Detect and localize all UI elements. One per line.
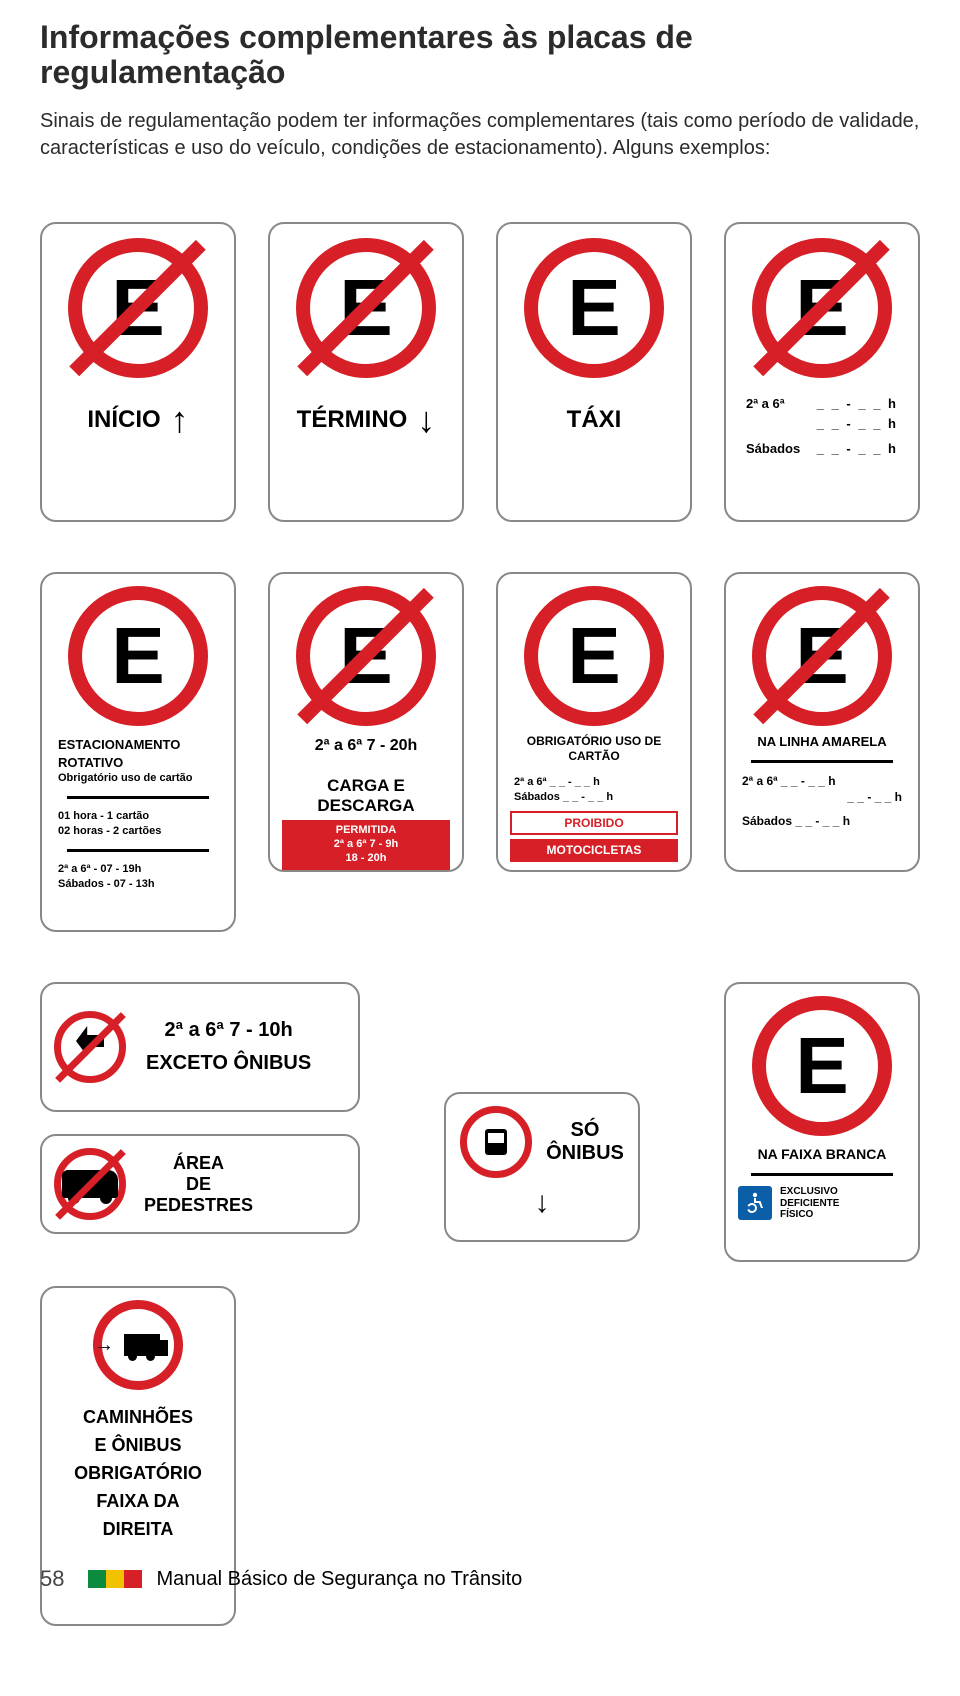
page-title: Informações complementares às placas de … [40,20,920,90]
parking-icon: E [524,238,664,378]
label-taxi: TÁXI [567,406,622,434]
wheelchair-icon [738,1186,772,1220]
cartao-title: OBRIGATÓRIO USO DE CARTÃO [510,734,678,763]
sign-linha-amarela: E NA LINHA AMARELA 2ª a 6ª _ _ - _ _ h _… [724,572,920,872]
sign-cartao: E OBRIGATÓRIO USO DE CARTÃO 2ª a 6ª _ _ … [496,572,692,872]
parking-icon: E [752,996,892,1136]
sign-carga: E 2ª a 6ª 7 - 20h CARGA E DESCARGA PERMI… [268,572,464,872]
branca-exclusivo: EXCLUSIVO DEFICIENTE FÍSICO [780,1186,839,1221]
area-label: ÁREA DE PEDESTRES [144,1153,253,1215]
arrow-down-icon: ↓ [417,413,435,427]
row-2: E ESTACIONAMENTO ROTATIVO Obrigatório us… [40,572,920,932]
divider [751,1173,894,1176]
divider [67,849,210,852]
bus-only-icon [460,1106,532,1178]
truck-label: CAMINHÕES E ÔNIBUS OBRIGATÓRIO FAIXA DA … [74,1404,202,1543]
flag-icon [88,1570,142,1588]
sign-taxi: E TÁXI [496,222,692,522]
no-parking-icon: E [68,238,208,378]
carga-permitida: PERMITIDA 2ª a 6ª 7 - 9h 18 - 20h [282,820,450,869]
no-left-turn-icon [54,1011,126,1083]
intro-text: Sinais de regulamentação podem ter infor… [40,108,920,162]
sign-inicio: E INÍCIO ↑ [40,222,236,522]
no-parking-icon: E [752,238,892,378]
row-1: E INÍCIO ↑ E TÉRMINO ↓ E TÁXI E 2ª a 6ª _ _… [40,222,920,522]
label-termino: TÉRMINO [297,406,408,434]
carga-title: CARGA E DESCARGA [282,776,450,817]
linha-title: NA LINHA AMARELA [757,734,886,750]
rotativo-sub: Obrigatório uso de cartão [58,771,218,786]
hours-weekday: 2ª a 6ª [746,394,785,414]
footer-text: Manual Básico de Segurança no Trânsito [156,1568,522,1591]
label-inicio: INÍCIO [87,406,160,434]
hours-saturday: Sábados [746,439,800,459]
so-onibus-label: SÓ ÔNIBUS [546,1119,624,1165]
cartao-h1: 2ª a 6ª _ _ - _ _ h [514,775,674,790]
cartao-proibido: PROIBIDO [510,811,678,835]
no-cars-icon [54,1148,126,1220]
no-parking-icon: E [752,586,892,726]
branca-title: NA FAIXA BRANCA [758,1146,887,1163]
truck-right-icon: → [93,1300,183,1390]
cartao-h2: Sábados _ _ - _ _ h [514,790,674,805]
hours-sat-blank: _ _ - _ _ h [817,439,898,459]
linha-h3: Sábados _ _ - _ _ h [742,813,902,829]
rotativo-title: ESTACIONAMENTO ROTATIVO [58,736,218,771]
rotativo-h1: 2ª a 6ª - 07 - 19h [58,862,218,877]
no-parking-icon: E [296,586,436,726]
footer: 58 Manual Básico de Segurança no Trânsit… [40,1566,522,1592]
hours-blank: _ _ - _ _ h [817,394,898,414]
rotativo-l2: 02 horas - 2 cartões [58,824,218,839]
exceto-hours: 2ª a 6ª 7 - 10h [146,1019,311,1042]
sign-exceto-onibus: 2ª a 6ª 7 - 10h EXCETO ÔNIBUS [40,982,360,1112]
sign-faixa-branca: E NA FAIXA BRANCA EXCLUSIVO DEFICIENTE F… [724,982,920,1262]
sign-termino: E TÉRMINO ↓ [268,222,464,522]
linha-h2: _ _ - _ _ h [742,789,902,805]
arrow-up-icon: ↑ [171,413,189,427]
carga-hours: 2ª a 6ª 7 - 20h [315,736,418,755]
hours-blank2: _ _ - _ _ h [817,414,898,434]
sign-hours: E 2ª a 6ª _ _ - _ _ h _ _ - _ _ h Sábados… [724,222,920,522]
divider [67,796,210,799]
divider [751,760,894,763]
sign-rotativo: E ESTACIONAMENTO ROTATIVO Obrigatório us… [40,572,236,932]
cartao-moto: MOTOCICLETAS [510,839,678,862]
sign-so-onibus: SÓ ÔNIBUS ↓ [444,1092,640,1242]
rotativo-h2: Sábados - 07 - 13h [58,877,218,892]
row-3: 2ª a 6ª 7 - 10h EXCETO ÔNIBUS ÁREA DE PE… [40,982,920,1626]
parking-icon: E [524,586,664,726]
linha-h1: 2ª a 6ª _ _ - _ _ h [742,773,902,789]
rotativo-l1: 01 hora - 1 cartão [58,809,218,824]
exceto-label: EXCETO ÔNIBUS [146,1052,311,1075]
parking-icon: E [68,586,208,726]
arrow-down-icon: ↓ [535,1186,550,1220]
no-parking-icon: E [296,238,436,378]
sign-area-pedestres: ÁREA DE PEDESTRES [40,1134,360,1234]
page-number: 58 [40,1566,64,1592]
